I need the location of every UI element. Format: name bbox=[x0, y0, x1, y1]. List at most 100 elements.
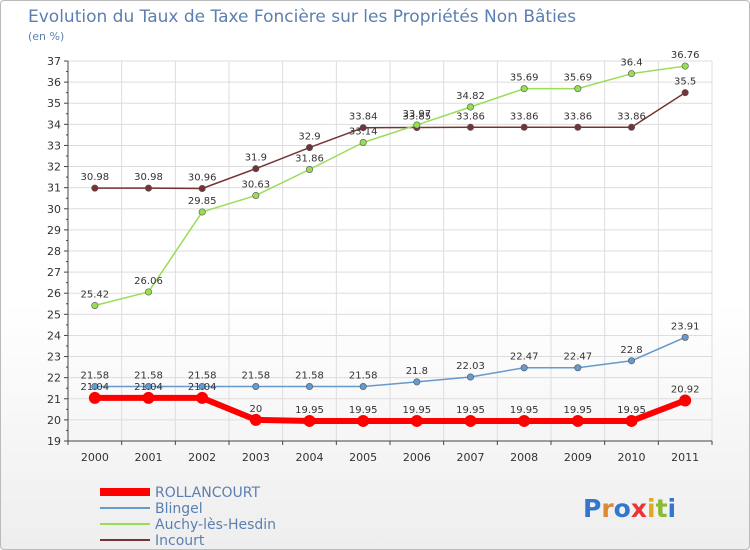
y-tick-label: 22 bbox=[47, 372, 61, 385]
data-point bbox=[249, 413, 262, 426]
y-tick-label: 31 bbox=[47, 182, 61, 195]
x-tick-label: 2003 bbox=[242, 451, 270, 464]
data-label: 22.03 bbox=[456, 361, 485, 372]
data-label: 36.76 bbox=[671, 50, 700, 61]
data-label: 36.4 bbox=[620, 58, 642, 69]
x-tick-label: 2010 bbox=[618, 451, 646, 464]
data-point bbox=[466, 373, 474, 381]
data-point bbox=[520, 85, 528, 93]
data-point bbox=[574, 364, 582, 372]
data-point bbox=[518, 414, 531, 427]
data-label: 21.58 bbox=[295, 371, 324, 382]
x-tick-label: 2005 bbox=[349, 451, 377, 464]
y-tick-label: 28 bbox=[47, 245, 61, 258]
data-point bbox=[679, 394, 692, 407]
proxiti-logo-text: Proxiti bbox=[583, 494, 676, 523]
x-tick-label: 2009 bbox=[564, 451, 592, 464]
x-tick-label: 2001 bbox=[135, 451, 163, 464]
data-point bbox=[574, 123, 582, 131]
y-tick-label: 21 bbox=[47, 393, 61, 406]
data-point bbox=[91, 301, 99, 309]
data-label: 30.63 bbox=[242, 179, 271, 190]
y-tick-label: 19 bbox=[47, 435, 61, 448]
data-label: 35.69 bbox=[510, 73, 539, 84]
x-tick-label: 2000 bbox=[81, 451, 109, 464]
x-tick-label: 2011 bbox=[671, 451, 699, 464]
data-point bbox=[625, 414, 638, 427]
y-tick-label: 34 bbox=[47, 118, 61, 131]
legend-entry: Auchy-lès-Hesdin bbox=[155, 517, 276, 533]
y-tick-label: 35 bbox=[47, 97, 61, 110]
data-label: 32.9 bbox=[298, 132, 320, 143]
data-point bbox=[466, 123, 474, 131]
x-tick-label: 2006 bbox=[403, 451, 431, 464]
data-point bbox=[305, 166, 313, 174]
data-point bbox=[571, 414, 584, 427]
data-label: 19.95 bbox=[403, 405, 432, 416]
y-tick-label: 26 bbox=[47, 287, 61, 300]
data-point bbox=[359, 138, 367, 146]
y-tick-label: 29 bbox=[47, 224, 61, 237]
data-label: 31.9 bbox=[245, 153, 267, 164]
y-tick-label: 30 bbox=[47, 203, 61, 216]
data-label: 33.86 bbox=[510, 111, 539, 122]
data-point bbox=[681, 62, 689, 70]
data-point bbox=[359, 124, 367, 132]
y-tick-label: 32 bbox=[47, 161, 61, 174]
x-tick-label: 2007 bbox=[457, 451, 485, 464]
data-label: 21.58 bbox=[188, 371, 217, 382]
data-point bbox=[91, 383, 99, 391]
data-point bbox=[145, 383, 153, 391]
data-label: 33.86 bbox=[564, 111, 593, 122]
data-labels: 21.04 21.04 21.04 20 19.95 19.95 19.95 19.95 19.… bbox=[81, 50, 700, 416]
data-point bbox=[305, 383, 313, 391]
data-label: 19.95 bbox=[456, 405, 485, 416]
y-tick-label: 24 bbox=[47, 329, 61, 342]
chart-title: Evolution du Taux de Taxe Foncière sur l… bbox=[28, 7, 576, 27]
data-point bbox=[196, 391, 209, 404]
data-point bbox=[574, 85, 582, 93]
data-label: 22.8 bbox=[620, 345, 642, 356]
series-line bbox=[94, 65, 686, 307]
data-label: 26.06 bbox=[134, 276, 163, 287]
data-point bbox=[252, 191, 260, 199]
data-label: 21.58 bbox=[134, 371, 163, 382]
data-label: 35.5 bbox=[674, 77, 696, 88]
data-label: 30.98 bbox=[134, 172, 163, 183]
data-label: 33.85 bbox=[403, 112, 432, 123]
y-tick-label: 37 bbox=[47, 55, 61, 68]
data-label: 23.91 bbox=[671, 321, 700, 332]
data-point bbox=[681, 333, 689, 341]
data-label: 19.95 bbox=[295, 405, 324, 416]
data-label: 30.96 bbox=[188, 173, 217, 184]
data-point bbox=[464, 414, 477, 427]
y-tick-label: 36 bbox=[47, 76, 61, 89]
data-label: 25.42 bbox=[81, 289, 110, 300]
data-label: 34.82 bbox=[456, 91, 485, 102]
y-tick-label: 33 bbox=[47, 139, 61, 152]
proxiti-logo: Proxiti bbox=[583, 494, 676, 523]
series-line bbox=[94, 336, 686, 388]
data-point bbox=[413, 121, 421, 129]
data-point bbox=[627, 123, 635, 131]
data-label: 21.8 bbox=[406, 366, 428, 377]
data-label: 31.86 bbox=[295, 154, 324, 165]
data-point bbox=[198, 185, 206, 193]
data-point bbox=[681, 89, 689, 97]
data-label: 22.47 bbox=[564, 352, 593, 363]
data-point bbox=[357, 414, 370, 427]
data-point bbox=[303, 414, 316, 427]
data-point bbox=[413, 378, 421, 386]
data-label: 30.98 bbox=[81, 172, 110, 183]
data-label: 22.47 bbox=[510, 352, 539, 363]
data-label: 33.86 bbox=[617, 111, 646, 122]
data-label: 20.92 bbox=[671, 384, 700, 395]
data-point bbox=[198, 383, 206, 391]
data-point bbox=[410, 414, 423, 427]
data-point bbox=[142, 391, 155, 404]
data-point bbox=[520, 364, 528, 372]
legend: ROLLANCOURTBlingelAuchy-lès-HesdinIncour… bbox=[100, 485, 276, 549]
y-tick-label: 27 bbox=[47, 266, 61, 279]
legend-entry: Incourt bbox=[155, 533, 205, 549]
